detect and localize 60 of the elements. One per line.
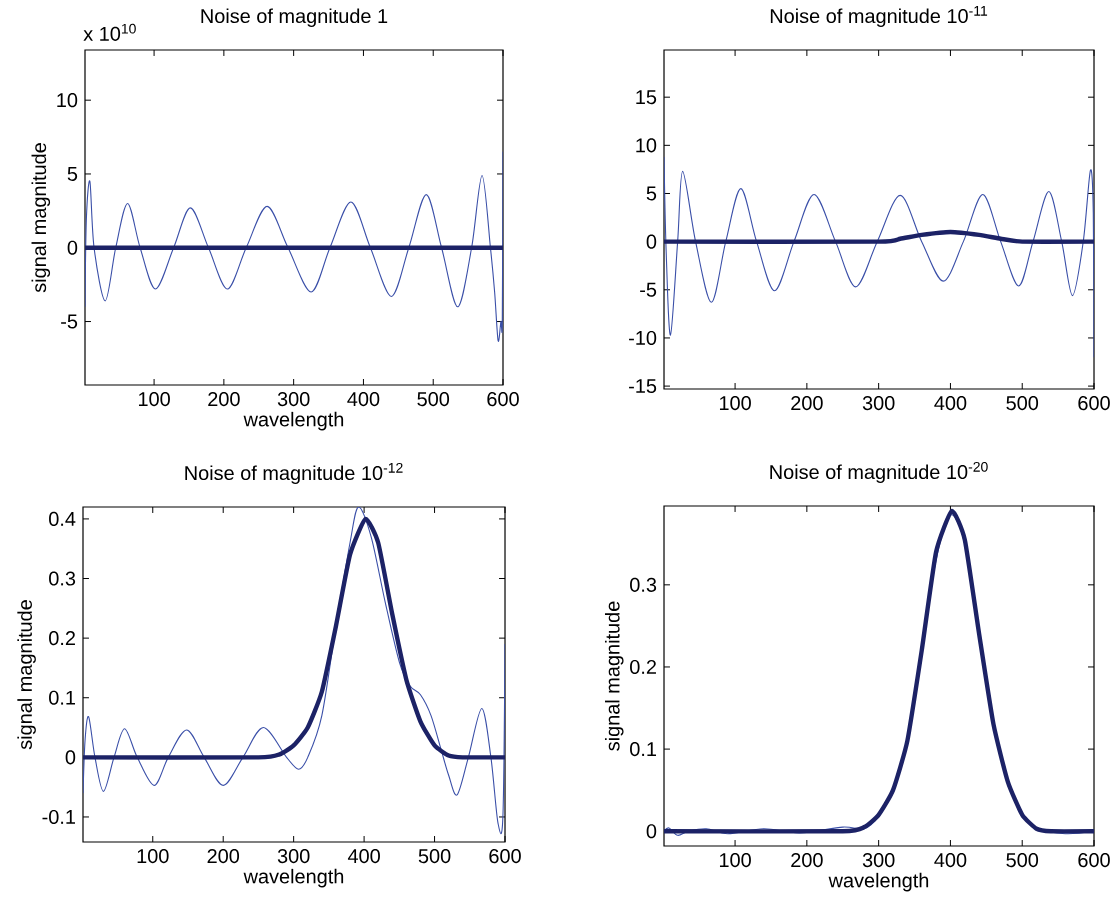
x-tick-label: 300 (277, 392, 310, 407)
x-tick-label: 500 (417, 392, 450, 407)
x-tick-label: 600 (487, 392, 519, 407)
y-axis-title: signal magnitude (604, 601, 624, 751)
x-tick-label: 100 (719, 396, 751, 411)
y-tick-label: -10 (629, 330, 657, 345)
y-tick-label: 0.1 (630, 742, 657, 757)
x-tick-label: 300 (277, 849, 310, 864)
y-tick-label: 0 (67, 240, 78, 255)
y-tick-label: 0.1 (49, 690, 75, 705)
y-tick-label: 5 (646, 186, 657, 201)
x-tick-label: 500 (1006, 853, 1039, 868)
x-tick-label: 600 (489, 849, 521, 864)
x-tick-label: 500 (418, 849, 451, 864)
y-tick-label: 0.2 (49, 631, 75, 646)
y-tick-label: 0.4 (49, 511, 76, 526)
x-tick-label: 100 (137, 849, 169, 864)
y-tick-label: 0 (646, 234, 657, 249)
y-tick-label: -5 (640, 282, 657, 297)
y-tick-label: 10 (636, 138, 657, 153)
line-series (664, 229, 1095, 244)
x-axis-title: wavelength (828, 872, 929, 892)
x-tick-label: 200 (207, 849, 240, 864)
x-axis-title: wavelength (243, 411, 344, 431)
y-tick-label: 15 (636, 90, 657, 105)
x-tick-label: 500 (1006, 396, 1039, 411)
x-tick-label: 100 (138, 392, 170, 407)
line-series (664, 156, 1095, 358)
x-tick-label: 100 (719, 853, 751, 868)
x-tick-label: 200 (208, 392, 240, 407)
line-series (83, 516, 506, 760)
y-tick-label: 0.3 (630, 577, 657, 592)
y-tick-label: -15 (629, 379, 657, 394)
y-tick-label: 5 (67, 167, 78, 181)
x-tick-label: 400 (934, 396, 967, 411)
chart-title: Noise of magnitude 10$^{-11}$ (770, 6, 988, 27)
y-axis-title: signal magnitude (17, 600, 36, 750)
y-tick-label: 0.2 (630, 659, 656, 675)
x-tick-label: 400 (347, 392, 380, 407)
x-tick-label: 200 (791, 396, 823, 411)
x-tick-label: 400 (347, 849, 380, 864)
text: x 10$^{10}$ (83, 23, 136, 41)
y-tick-label: -5 (61, 314, 78, 329)
x-tick-label: 200 (791, 853, 823, 868)
y-tick-label: 0.3 (49, 571, 76, 586)
line-series (85, 151, 503, 342)
x-tick-label: 300 (862, 396, 895, 411)
chart-title: Noise of magnitude 1 (201, 8, 388, 27)
x-tick-label: 300 (862, 853, 895, 868)
x-tick-label: 600 (1078, 396, 1110, 411)
x-tick-label: 400 (934, 853, 967, 868)
chart-title: Noise of magnitude 10$^{-12}$ (185, 462, 403, 484)
chart-title: Noise of magnitude 10$^{-20}$ (770, 461, 988, 483)
y-axis-title: signal magnitude (31, 143, 51, 293)
y-tick-label: 0 (65, 750, 76, 765)
y-tick-label: -0.1 (42, 809, 75, 825)
y-tick-label: 10 (57, 93, 78, 108)
y-tick-label: 0 (646, 824, 657, 839)
x-axis-title: wavelength (243, 868, 344, 888)
x-tick-label: 600 (1078, 853, 1110, 868)
